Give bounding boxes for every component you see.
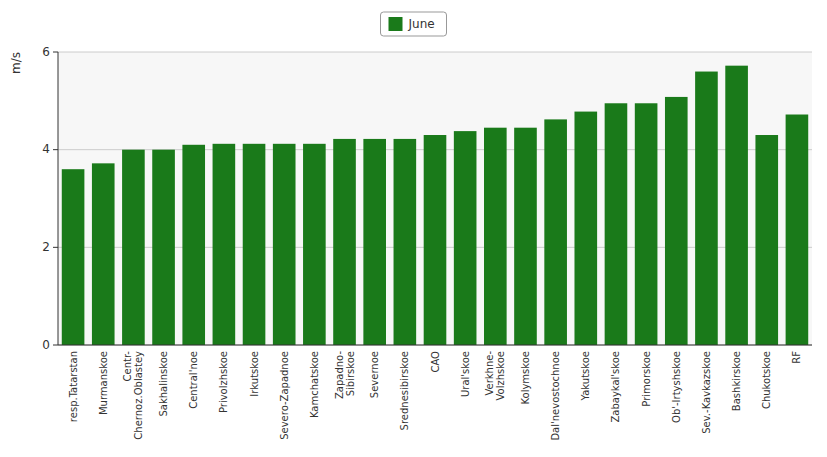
bar <box>333 139 356 345</box>
bar <box>152 150 175 345</box>
bar <box>62 169 85 345</box>
bar <box>92 163 115 345</box>
bar <box>182 145 205 345</box>
plot-background <box>58 52 812 345</box>
category-label: Severnoe <box>369 351 380 398</box>
x-axis-line <box>58 345 812 346</box>
category-label: Central'noe <box>188 351 199 409</box>
category-label: Privolzhskoe <box>218 351 229 413</box>
category-label: Zabaykal'skoe <box>610 351 621 423</box>
tick-mark <box>53 247 58 248</box>
bar <box>454 131 477 345</box>
bar <box>484 128 507 345</box>
bar <box>273 144 296 345</box>
y-axis: 0 2 4 6 <box>42 45 58 352</box>
grid-line <box>58 345 812 346</box>
tick-mark <box>53 345 58 346</box>
legend-label: June <box>408 17 435 31</box>
tick-label: 2 <box>42 240 50 254</box>
y-axis-line <box>58 52 59 345</box>
bar <box>394 139 417 345</box>
category-label: RF <box>791 351 802 364</box>
category-label: Verkhne-Volzhskoe <box>484 351 506 401</box>
category-label: Sakhalinskoe <box>158 351 169 417</box>
category-label: Srednesibirskoe <box>399 351 410 430</box>
category-label: CAO <box>430 351 441 373</box>
grid <box>58 52 812 345</box>
bar <box>665 97 688 345</box>
tick-label: 4 <box>42 142 50 156</box>
bar <box>243 144 266 345</box>
chart-container: 0 2 4 6 resp.Tatarstan Murmanskoe Centr-Cherno… <box>0 0 827 457</box>
category-label: Primorskoe <box>641 351 652 407</box>
grid-line <box>58 52 812 53</box>
tick-mark <box>53 149 58 150</box>
bar <box>725 66 748 345</box>
bar <box>363 139 386 345</box>
category-label: Dal'nevostochnoe <box>550 351 561 441</box>
category-label: Kamchatskoe <box>309 351 320 418</box>
category-label: Zapadno-Sibirskoe <box>334 351 356 399</box>
bar <box>755 135 778 345</box>
bar <box>605 103 628 345</box>
bar <box>122 150 145 345</box>
x-axis: resp.Tatarstan Murmanskoe Centr-Chernoz.Ob… <box>68 351 803 441</box>
bar <box>514 128 537 345</box>
tick-mark <box>53 52 58 53</box>
bar <box>695 72 718 345</box>
category-label: Ural'skoe <box>460 351 471 397</box>
legend-swatch <box>389 17 403 31</box>
category-label: Centr-Chernoz.Oblastey <box>122 351 144 440</box>
category-label: Sev.-Kavkazskoe <box>701 351 712 434</box>
category-label: resp.Tatarstan <box>68 351 79 422</box>
y-axis-label: m/s <box>9 52 23 74</box>
bar <box>635 103 658 345</box>
bars <box>62 66 808 345</box>
bar <box>786 115 809 345</box>
legend-box <box>381 12 447 36</box>
category-label: Irkutskoe <box>249 351 260 397</box>
tick-label: 0 <box>42 338 50 352</box>
bar <box>303 144 326 345</box>
chart-svg: 0 2 4 6 resp.Tatarstan Murmanskoe Centr-Cherno… <box>0 0 827 457</box>
category-label: Severo-Zapadnoe <box>279 351 290 440</box>
category-label: Murmanskoe <box>98 351 109 415</box>
legend: June <box>381 12 447 36</box>
category-label: Bashkirskoe <box>731 351 742 411</box>
bar <box>544 119 567 345</box>
bar <box>574 112 597 345</box>
category-label: Chukotskoe <box>761 351 772 409</box>
bar <box>213 144 236 345</box>
tick-label: 6 <box>42 45 50 59</box>
bar <box>424 135 447 345</box>
category-label: Ob'-Irtyshskoe <box>671 351 682 423</box>
category-label: Kolymskoe <box>520 351 531 405</box>
category-label: Yakutskoe <box>580 351 591 402</box>
